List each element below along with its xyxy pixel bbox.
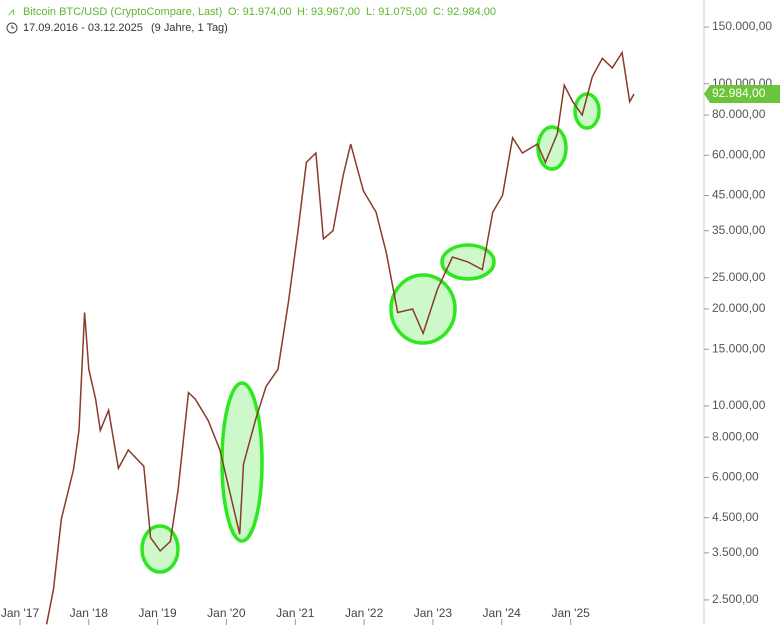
y-tick-label: 6.000,00 (712, 470, 759, 484)
period: 17.09.2016 - 03.12.2025 (23, 22, 143, 34)
clock-hands (11, 25, 15, 29)
x-tick-label: Jan '17 (1, 606, 40, 620)
low: L: 91.075,00 (366, 6, 427, 18)
y-tick-label: 35.000,00 (712, 223, 766, 237)
highlight (140, 524, 180, 574)
y-tick-label: 60.000,00 (712, 147, 766, 161)
highlights (140, 92, 601, 574)
price-line (45, 50, 635, 625)
x-tick-label: Jan '23 (414, 606, 453, 620)
highlight (220, 381, 264, 543)
x-tick-label: Jan '21 (276, 606, 315, 620)
x-tick-label: Jan '25 (552, 606, 591, 620)
y-tick-label: 25.000,00 (712, 270, 766, 284)
x-tick-label: Jan '19 (138, 606, 177, 620)
header: ⩘ Bitcoin BTC/USD (CryptoCompare, Last) … (6, 6, 496, 34)
x-tick-label: Jan '22 (345, 606, 384, 620)
x-tick-label: Jan '20 (207, 606, 246, 620)
y-tick-label: 150.000,00 (712, 19, 772, 33)
high: H: 93.967,00 (297, 6, 360, 18)
y-tick-label: 2.500,00 (712, 592, 759, 606)
highlight (389, 273, 457, 345)
last-price-label: 92.984,00 (712, 86, 766, 100)
open: O: 91.974,00 (228, 6, 292, 18)
chart-title: Bitcoin BTC/USD (CryptoCompare, Last) (23, 6, 222, 18)
y-tick-label: 20.000,00 (712, 301, 766, 315)
y-tick-label: 4.500,00 (712, 510, 759, 524)
y-tick-label: 80.000,00 (712, 107, 766, 121)
y-tick-label: 8.000,00 (712, 429, 759, 443)
x-tick-label: Jan '24 (483, 606, 522, 620)
close: C: 92.984,00 (433, 6, 496, 18)
y-tick-label: 45.000,00 (712, 188, 766, 202)
chart-icon: ⩘ (8, 6, 14, 18)
last-price-box (704, 84, 780, 103)
x-tick-label: Jan '18 (70, 606, 109, 620)
y-tick-label: 10.000,00 (712, 398, 766, 412)
clock-icon (6, 22, 18, 34)
y-tick-label: 15.000,00 (712, 341, 766, 355)
duration: (9 Jahre, 1 Tag) (151, 22, 228, 34)
y-tick-label: 3.500,00 (712, 545, 759, 559)
